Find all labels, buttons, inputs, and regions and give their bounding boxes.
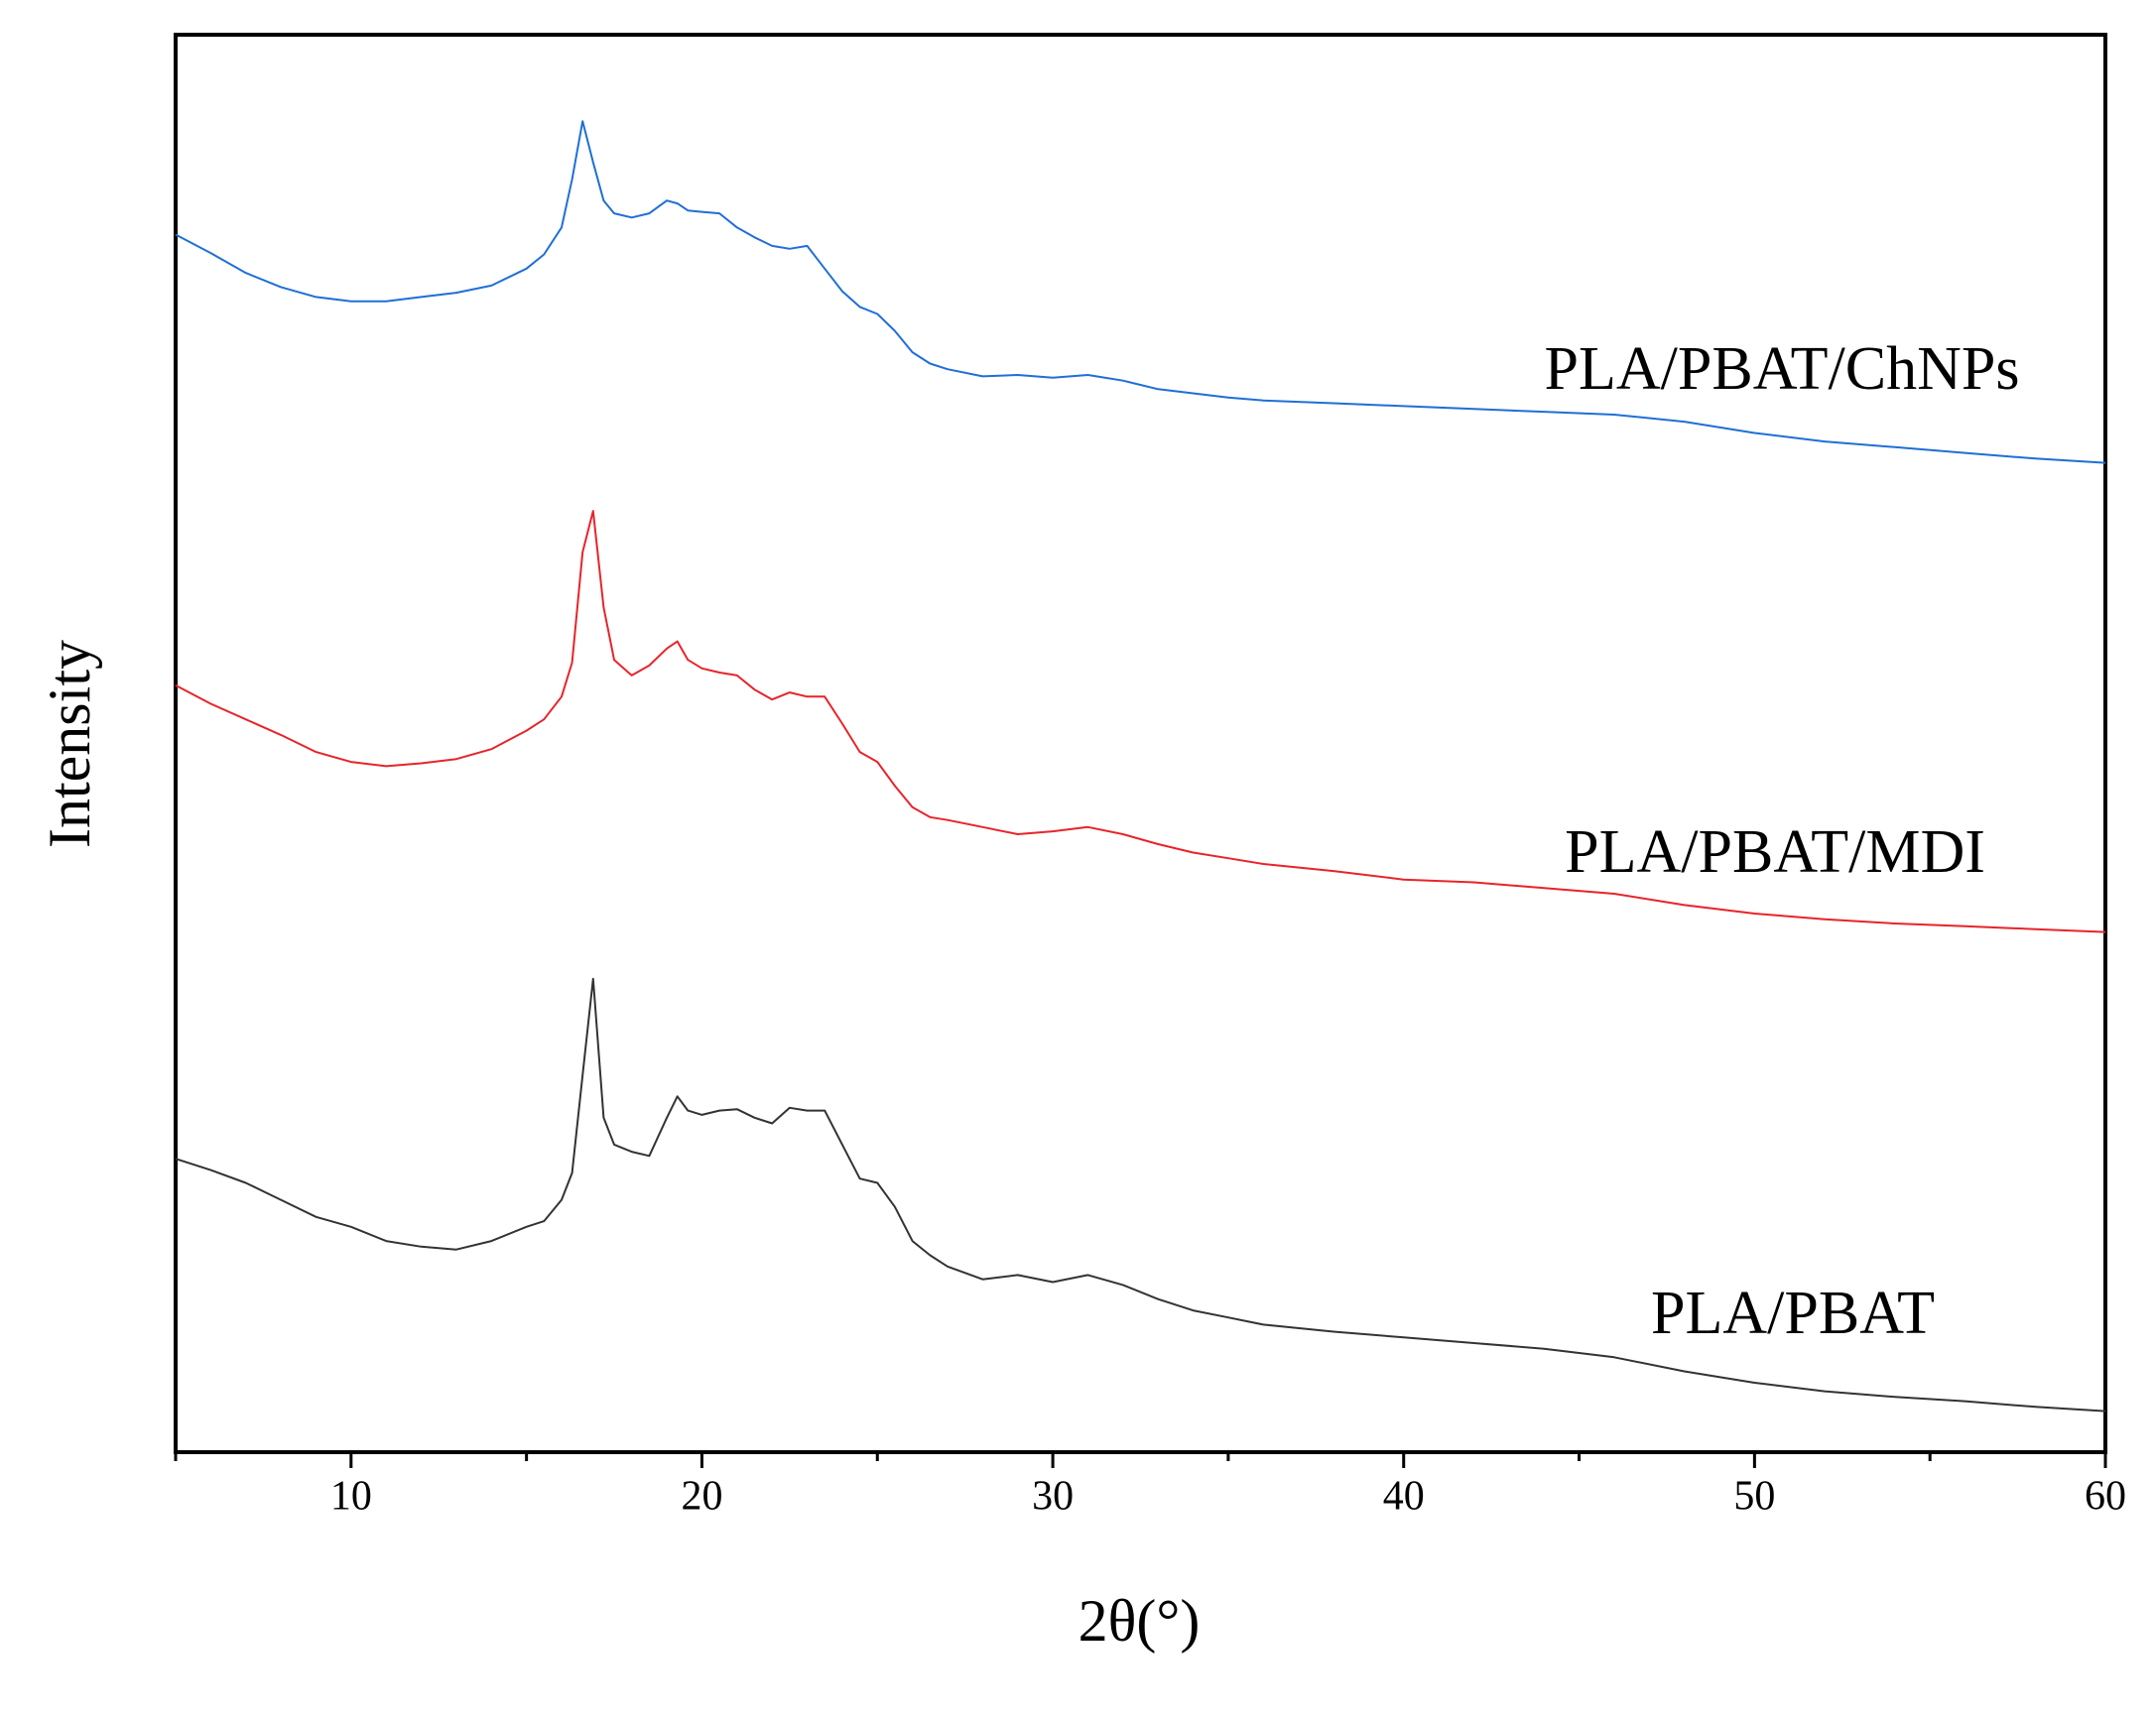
series-label: PLA/PBAT/ChNPs xyxy=(1545,335,2020,403)
plot-frame xyxy=(174,33,2107,1454)
x-tick-label: 60 xyxy=(2085,1474,2126,1520)
x-tick-label: 40 xyxy=(1383,1474,1425,1520)
series-line xyxy=(175,977,2106,1413)
x-tick-label: 50 xyxy=(1733,1474,1775,1520)
x-tick-label: 10 xyxy=(330,1474,372,1520)
series-line xyxy=(175,510,2106,933)
x-tick-label: 20 xyxy=(681,1474,722,1520)
x-tick-label: 30 xyxy=(1032,1474,1074,1520)
series-line xyxy=(175,120,2106,464)
series-label: PLA/PBAT/MDI xyxy=(1565,818,1985,886)
y-axis-title: Intensity xyxy=(37,640,102,848)
x-axis-title: 2θ(°) xyxy=(1078,1588,1201,1654)
series-label: PLA/PBAT xyxy=(1651,1280,1935,1347)
